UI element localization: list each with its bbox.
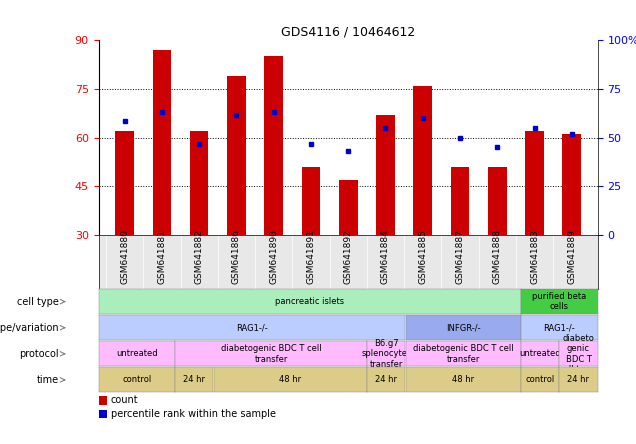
- Bar: [488, 167, 506, 235]
- Text: genotype/variation: genotype/variation: [0, 323, 59, 333]
- Bar: [153, 50, 171, 235]
- Bar: [525, 131, 544, 235]
- Text: B6.g7
splenocytes
transfer: B6.g7 splenocytes transfer: [361, 339, 411, 369]
- Text: control: control: [122, 375, 151, 385]
- Text: diabeto
genic
BDC T
cell trans: diabeto genic BDC T cell trans: [559, 334, 598, 374]
- Bar: [115, 131, 134, 235]
- Text: 24 hr: 24 hr: [183, 375, 205, 385]
- Text: RAG1-/-: RAG1-/-: [236, 323, 268, 332]
- Bar: [301, 167, 321, 235]
- Bar: [99, 396, 107, 405]
- Text: control: control: [525, 375, 555, 385]
- Bar: [227, 76, 245, 235]
- Bar: [265, 56, 283, 235]
- Bar: [451, 167, 469, 235]
- Text: 48 hr: 48 hr: [279, 375, 301, 385]
- Text: diabetogenic BDC T cell
transfer: diabetogenic BDC T cell transfer: [221, 344, 322, 364]
- Text: percentile rank within the sample: percentile rank within the sample: [111, 409, 276, 419]
- Text: protocol: protocol: [20, 349, 59, 359]
- Text: purified beta
cells: purified beta cells: [532, 292, 586, 311]
- Bar: [99, 410, 107, 418]
- Bar: [339, 180, 357, 235]
- Bar: [190, 131, 209, 235]
- Text: time: time: [37, 375, 59, 385]
- Text: 24 hr: 24 hr: [375, 375, 398, 385]
- Bar: [413, 86, 432, 235]
- Text: pancreatic islets: pancreatic islets: [275, 297, 344, 306]
- Text: INFGR-/-: INFGR-/-: [446, 323, 481, 332]
- Text: 24 hr: 24 hr: [567, 375, 590, 385]
- Text: diabetogenic BDC T cell
transfer: diabetogenic BDC T cell transfer: [413, 344, 514, 364]
- Text: count: count: [111, 396, 139, 405]
- Text: RAG1-/-: RAG1-/-: [543, 323, 575, 332]
- Text: 48 hr: 48 hr: [452, 375, 474, 385]
- Text: untreated: untreated: [519, 349, 561, 358]
- Text: cell type: cell type: [17, 297, 59, 307]
- Bar: [562, 135, 581, 235]
- Title: GDS4116 / 10464612: GDS4116 / 10464612: [281, 26, 415, 39]
- Bar: [376, 115, 395, 235]
- Text: untreated: untreated: [116, 349, 158, 358]
